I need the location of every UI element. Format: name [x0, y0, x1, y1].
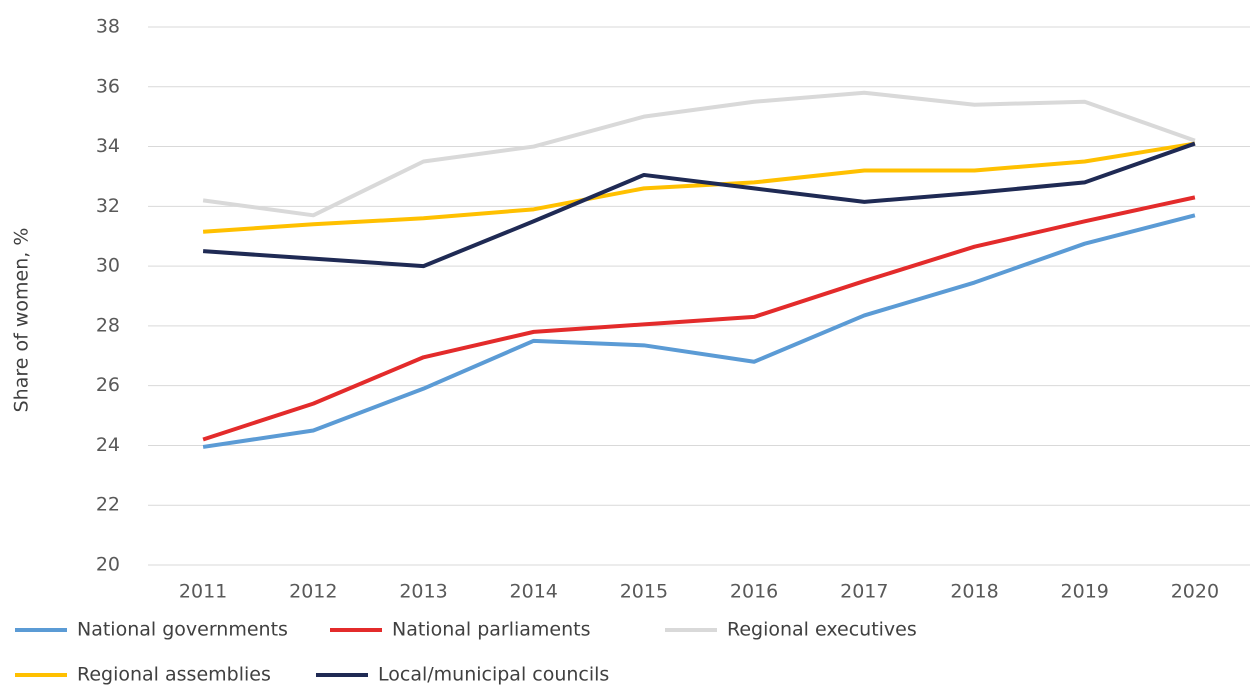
y-axis-label: Share of women, % [11, 228, 33, 413]
legend-label: Regional executives [727, 619, 917, 641]
x-tick-label: 2011 [179, 581, 227, 603]
legend-label: Local/municipal councils [378, 664, 609, 686]
x-tick-label: 2016 [730, 581, 778, 603]
y-tick-label: 22 [96, 494, 120, 516]
series-line [202, 141, 1196, 234]
series-line [202, 195, 1196, 442]
y-tick-label: 38 [96, 16, 120, 38]
legend-label: National parliaments [392, 619, 591, 641]
series-line [202, 213, 1196, 449]
series-line [202, 141, 1196, 269]
legend-label: National governments [77, 619, 288, 641]
y-tick-label: 20 [96, 554, 120, 576]
y-tick-label: 36 [96, 75, 120, 97]
series-line [202, 90, 1196, 218]
x-tick-label: 2015 [620, 581, 668, 603]
x-tick-label: 2012 [289, 581, 337, 603]
y-tick-label: 32 [96, 195, 120, 217]
x-tick-label: 2013 [399, 581, 447, 603]
y-tick-label: 24 [96, 434, 120, 456]
y-tick-label: 28 [96, 314, 120, 336]
y-tick-label: 26 [96, 374, 120, 396]
x-tick-label: 2014 [510, 581, 558, 603]
x-tick-label: 2017 [840, 581, 888, 603]
x-tick-label: 2019 [1061, 581, 1109, 603]
y-tick-label: 30 [96, 255, 120, 277]
legend-label: Regional assemblies [77, 664, 271, 686]
x-tick-label: 2018 [950, 581, 998, 603]
y-tick-label: 34 [96, 135, 120, 157]
x-tick-label: 2020 [1171, 581, 1219, 603]
